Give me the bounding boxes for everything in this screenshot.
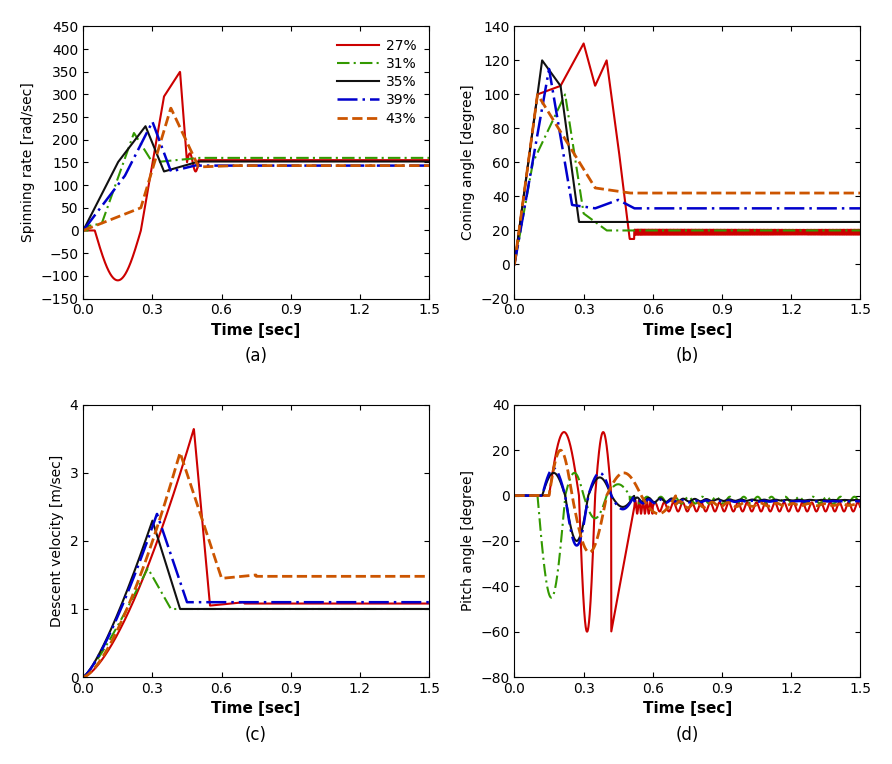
Text: (d): (d) (675, 726, 699, 744)
Y-axis label: Pitch angle [degree]: Pitch angle [degree] (461, 471, 475, 611)
Legend: 27%, 31%, 35%, 39%, 43%: 27%, 31%, 35%, 39%, 43% (332, 34, 422, 131)
Text: (a): (a) (244, 348, 268, 365)
X-axis label: Time [sec]: Time [sec] (643, 323, 732, 338)
X-axis label: Time [sec]: Time [sec] (643, 701, 732, 717)
X-axis label: Time [sec]: Time [sec] (211, 323, 301, 338)
X-axis label: Time [sec]: Time [sec] (211, 701, 301, 717)
Text: (b): (b) (675, 348, 699, 365)
Y-axis label: Coning angle [degree]: Coning angle [degree] (461, 85, 475, 240)
Y-axis label: Spinning rate [rad/sec]: Spinning rate [rad/sec] (21, 83, 35, 242)
Text: (c): (c) (245, 726, 267, 744)
Y-axis label: Descent velocity [m/sec]: Descent velocity [m/sec] (50, 455, 64, 627)
